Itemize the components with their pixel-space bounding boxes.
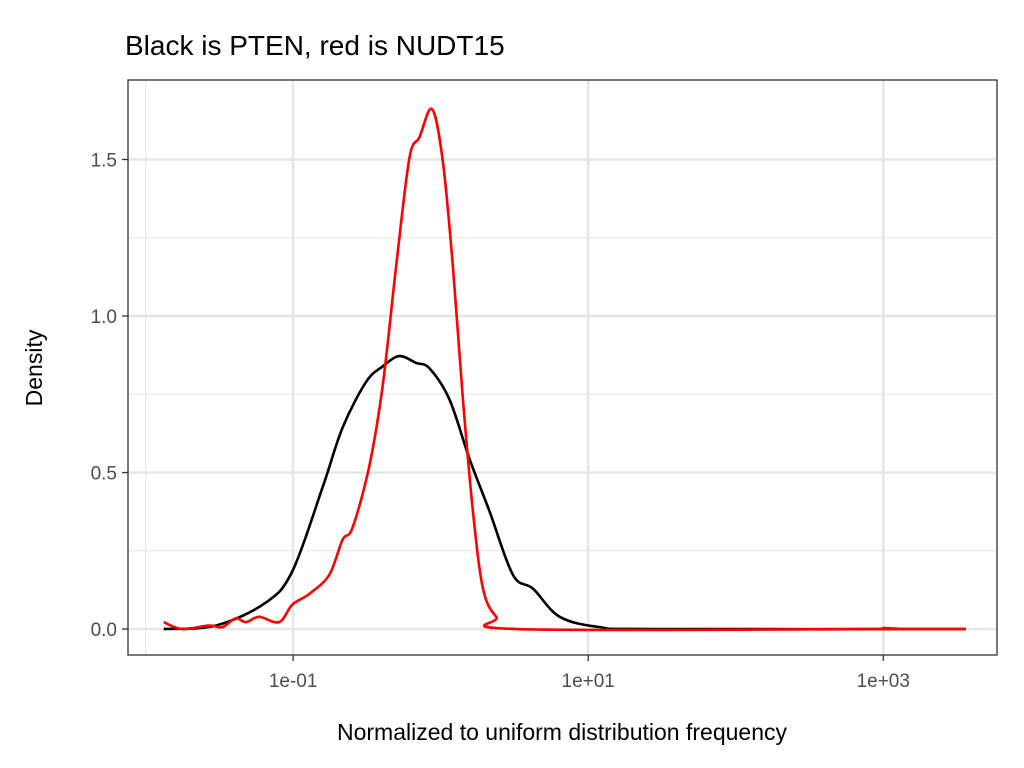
axes: 1e-01 1e+01 1e+03 0.0 0.5 1.0 1.5 xyxy=(91,151,910,692)
chart-title: Black is PTEN, red is NUDT15 xyxy=(125,30,505,61)
y-tick-label: 0.0 xyxy=(91,620,117,641)
series-line-red xyxy=(163,107,966,632)
series-lines xyxy=(163,107,966,632)
x-tick-label: 1e+03 xyxy=(857,671,910,692)
y-axis-label: Density xyxy=(21,329,47,406)
x-axis-label: Normalized to uniform distribution frequ… xyxy=(337,719,787,745)
x-tick-label: 1e-01 xyxy=(269,671,318,692)
x-tick-label: 1e+01 xyxy=(562,671,615,692)
panel-border xyxy=(127,79,998,656)
y-tick-label: 1.5 xyxy=(91,151,117,172)
series-line-black xyxy=(163,354,966,631)
y-tick-label: 1.0 xyxy=(91,307,117,328)
grid xyxy=(128,80,997,655)
y-tick-label: 0.5 xyxy=(91,464,117,485)
